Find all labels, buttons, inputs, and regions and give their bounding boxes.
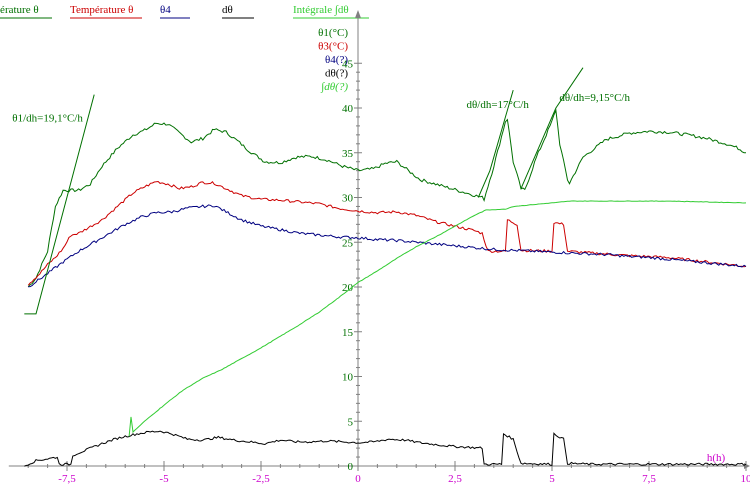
- tangent-line: [520, 67, 584, 189]
- series-line: [27, 180, 747, 286]
- y-axis-title: θ1(°C): [318, 27, 348, 39]
- legend-label: Intégrale ∫dθ: [293, 4, 349, 16]
- y-axis-title: dθ(?): [325, 68, 348, 80]
- x-tick-label: 2,5: [448, 473, 462, 485]
- labels: θ1(°C) θ3(°C)θ4(?) dθ(?)∫dθ(?) h(h) θ1/dh=19…: [12, 27, 725, 464]
- y-tick-label: 30: [342, 193, 354, 205]
- series-line: [28, 204, 747, 288]
- x-axis-title: h(h): [707, 452, 726, 464]
- x-tick-label: -5: [159, 473, 169, 485]
- y-tick-label: 10: [342, 372, 354, 384]
- axes: -7,5 -5 -2,5 0 2,5 5 7,5 10 5 10 15 20 25 30 35 40 45 0: [8, 10, 750, 485]
- legend: mpérature θ Température θ θ4 dθ Intégrale ∫d…: [0, 4, 369, 19]
- legend-label: Température θ: [70, 4, 133, 16]
- series-line: [24, 430, 747, 467]
- annotation-label: dθ/dh=9,15°C/h: [559, 92, 630, 104]
- tangent-line: [477, 89, 514, 198]
- legend-label: θ4: [160, 4, 171, 16]
- y-axis-title: ∫dθ(?): [320, 81, 348, 93]
- y-tick-label: 35: [342, 148, 354, 160]
- y-tick-label: 0: [348, 461, 354, 473]
- legend-label: dθ: [222, 4, 233, 16]
- y-axis-title: θ3(°C): [318, 41, 348, 53]
- y-axis-arrow: [355, 10, 361, 18]
- x-tick-label: 7,5: [642, 473, 656, 485]
- x-tick-label: 10: [741, 473, 750, 485]
- series-line: [27, 108, 747, 288]
- y-tick-label: 40: [342, 103, 354, 115]
- x-tick-label: -2,5: [252, 473, 270, 485]
- x-axis-arrow: [744, 463, 750, 469]
- legend-label: mpérature θ: [0, 4, 39, 16]
- y-tick-label: 15: [342, 327, 354, 339]
- x-tick-label: 5: [549, 473, 555, 485]
- x-tick-label: 0: [355, 473, 361, 485]
- annotation-label: θ1/dh=19,1°C/h: [12, 112, 83, 124]
- series: [24, 67, 747, 467]
- y-axis-title: θ4(?): [325, 54, 348, 66]
- tangent-line: [24, 94, 95, 315]
- y-tick-label: 5: [348, 416, 354, 428]
- y-tick-label: 45: [342, 58, 354, 70]
- x-tick-label: -7,5: [58, 473, 76, 485]
- annotation-label: dθ/dh=17°C/h: [467, 99, 530, 111]
- y-tick-label: 25: [342, 237, 354, 249]
- y-tick-label: 20: [342, 282, 354, 294]
- series-line: [128, 200, 747, 437]
